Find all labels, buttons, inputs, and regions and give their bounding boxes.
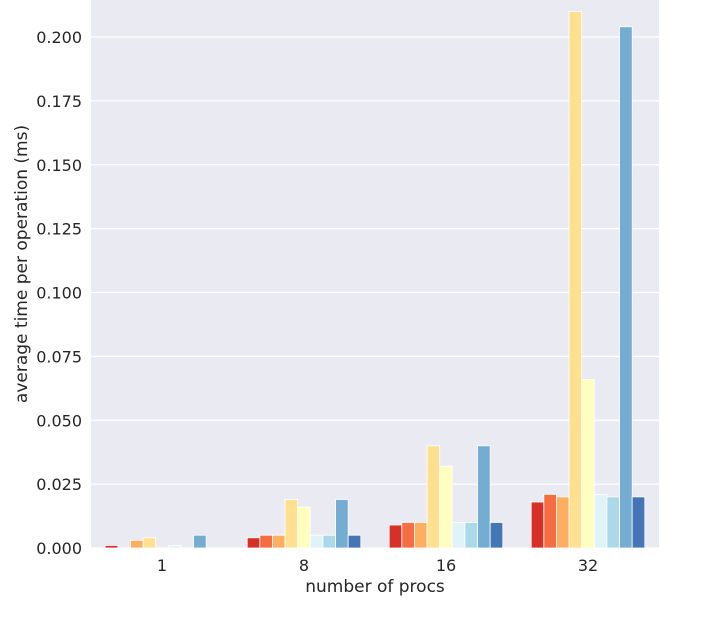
plot-background <box>91 0 659 548</box>
y-axis-ticks: 0.000 0.025 0.050 0.075 0.100 0.125 0.150 0.175… <box>36 28 82 558</box>
bar-16-2 <box>401 522 415 549</box>
bar-8-4 <box>284 499 299 549</box>
x-tick-label: 8 <box>299 556 309 575</box>
bar-8-9 <box>347 534 362 549</box>
bar-1-6 <box>167 545 182 549</box>
bar-8-8 <box>335 499 349 549</box>
y-tick-label: 0.075 <box>36 347 82 366</box>
y-tick-label: 0.150 <box>36 156 82 175</box>
bar-32-4 <box>568 11 583 549</box>
bar-1-3 <box>130 539 144 549</box>
x-axis-title: number of procs <box>305 577 445 597</box>
bar-32-2 <box>543 493 557 549</box>
bar-8-2 <box>259 534 273 549</box>
y-tick-label: 0.175 <box>36 92 82 111</box>
bar-32-8 <box>619 26 633 549</box>
y-tick-label: 0.100 <box>36 284 82 303</box>
bar-16-8 <box>477 445 491 549</box>
bar-32-1 <box>530 501 545 549</box>
bar-32-7 <box>606 496 620 549</box>
bar-16-7 <box>464 522 478 549</box>
bar-32-6 <box>593 493 608 549</box>
bar-16-9 <box>489 522 504 549</box>
bar-16-6 <box>451 522 466 549</box>
bar-16-1 <box>388 524 403 549</box>
x-tick-label: 1 <box>157 556 167 575</box>
y-tick-label: 0.050 <box>36 411 82 430</box>
bar-1-8 <box>193 534 207 549</box>
bar-8-3 <box>272 534 286 549</box>
bar-8-5 <box>297 506 311 549</box>
x-axis-ticks: 1 8 16 32 <box>157 556 598 575</box>
bar-32-5 <box>581 378 595 549</box>
bar-8-1 <box>246 537 261 549</box>
bar-1-1 <box>104 545 119 549</box>
y-tick-label: 0.000 <box>36 539 82 558</box>
bar-16-5 <box>439 465 453 549</box>
y-tick-label: 0.025 <box>36 475 82 494</box>
x-tick-label: 16 <box>436 556 456 575</box>
y-axis-title: average time per operation (ms) <box>12 125 32 403</box>
bar-16-4 <box>426 445 441 549</box>
x-tick-label: 32 <box>578 556 598 575</box>
bar-1-4 <box>142 537 157 549</box>
bar-32-9 <box>631 496 646 549</box>
bars-group <box>104 11 646 549</box>
y-tick-label: 0.200 <box>36 28 82 47</box>
bar-8-6 <box>309 534 324 549</box>
bar-16-3 <box>414 522 428 549</box>
bar-8-7 <box>322 534 336 549</box>
bar-32-3 <box>556 496 570 549</box>
grid-lines <box>91 36 659 549</box>
y-tick-label: 0.125 <box>36 220 82 239</box>
